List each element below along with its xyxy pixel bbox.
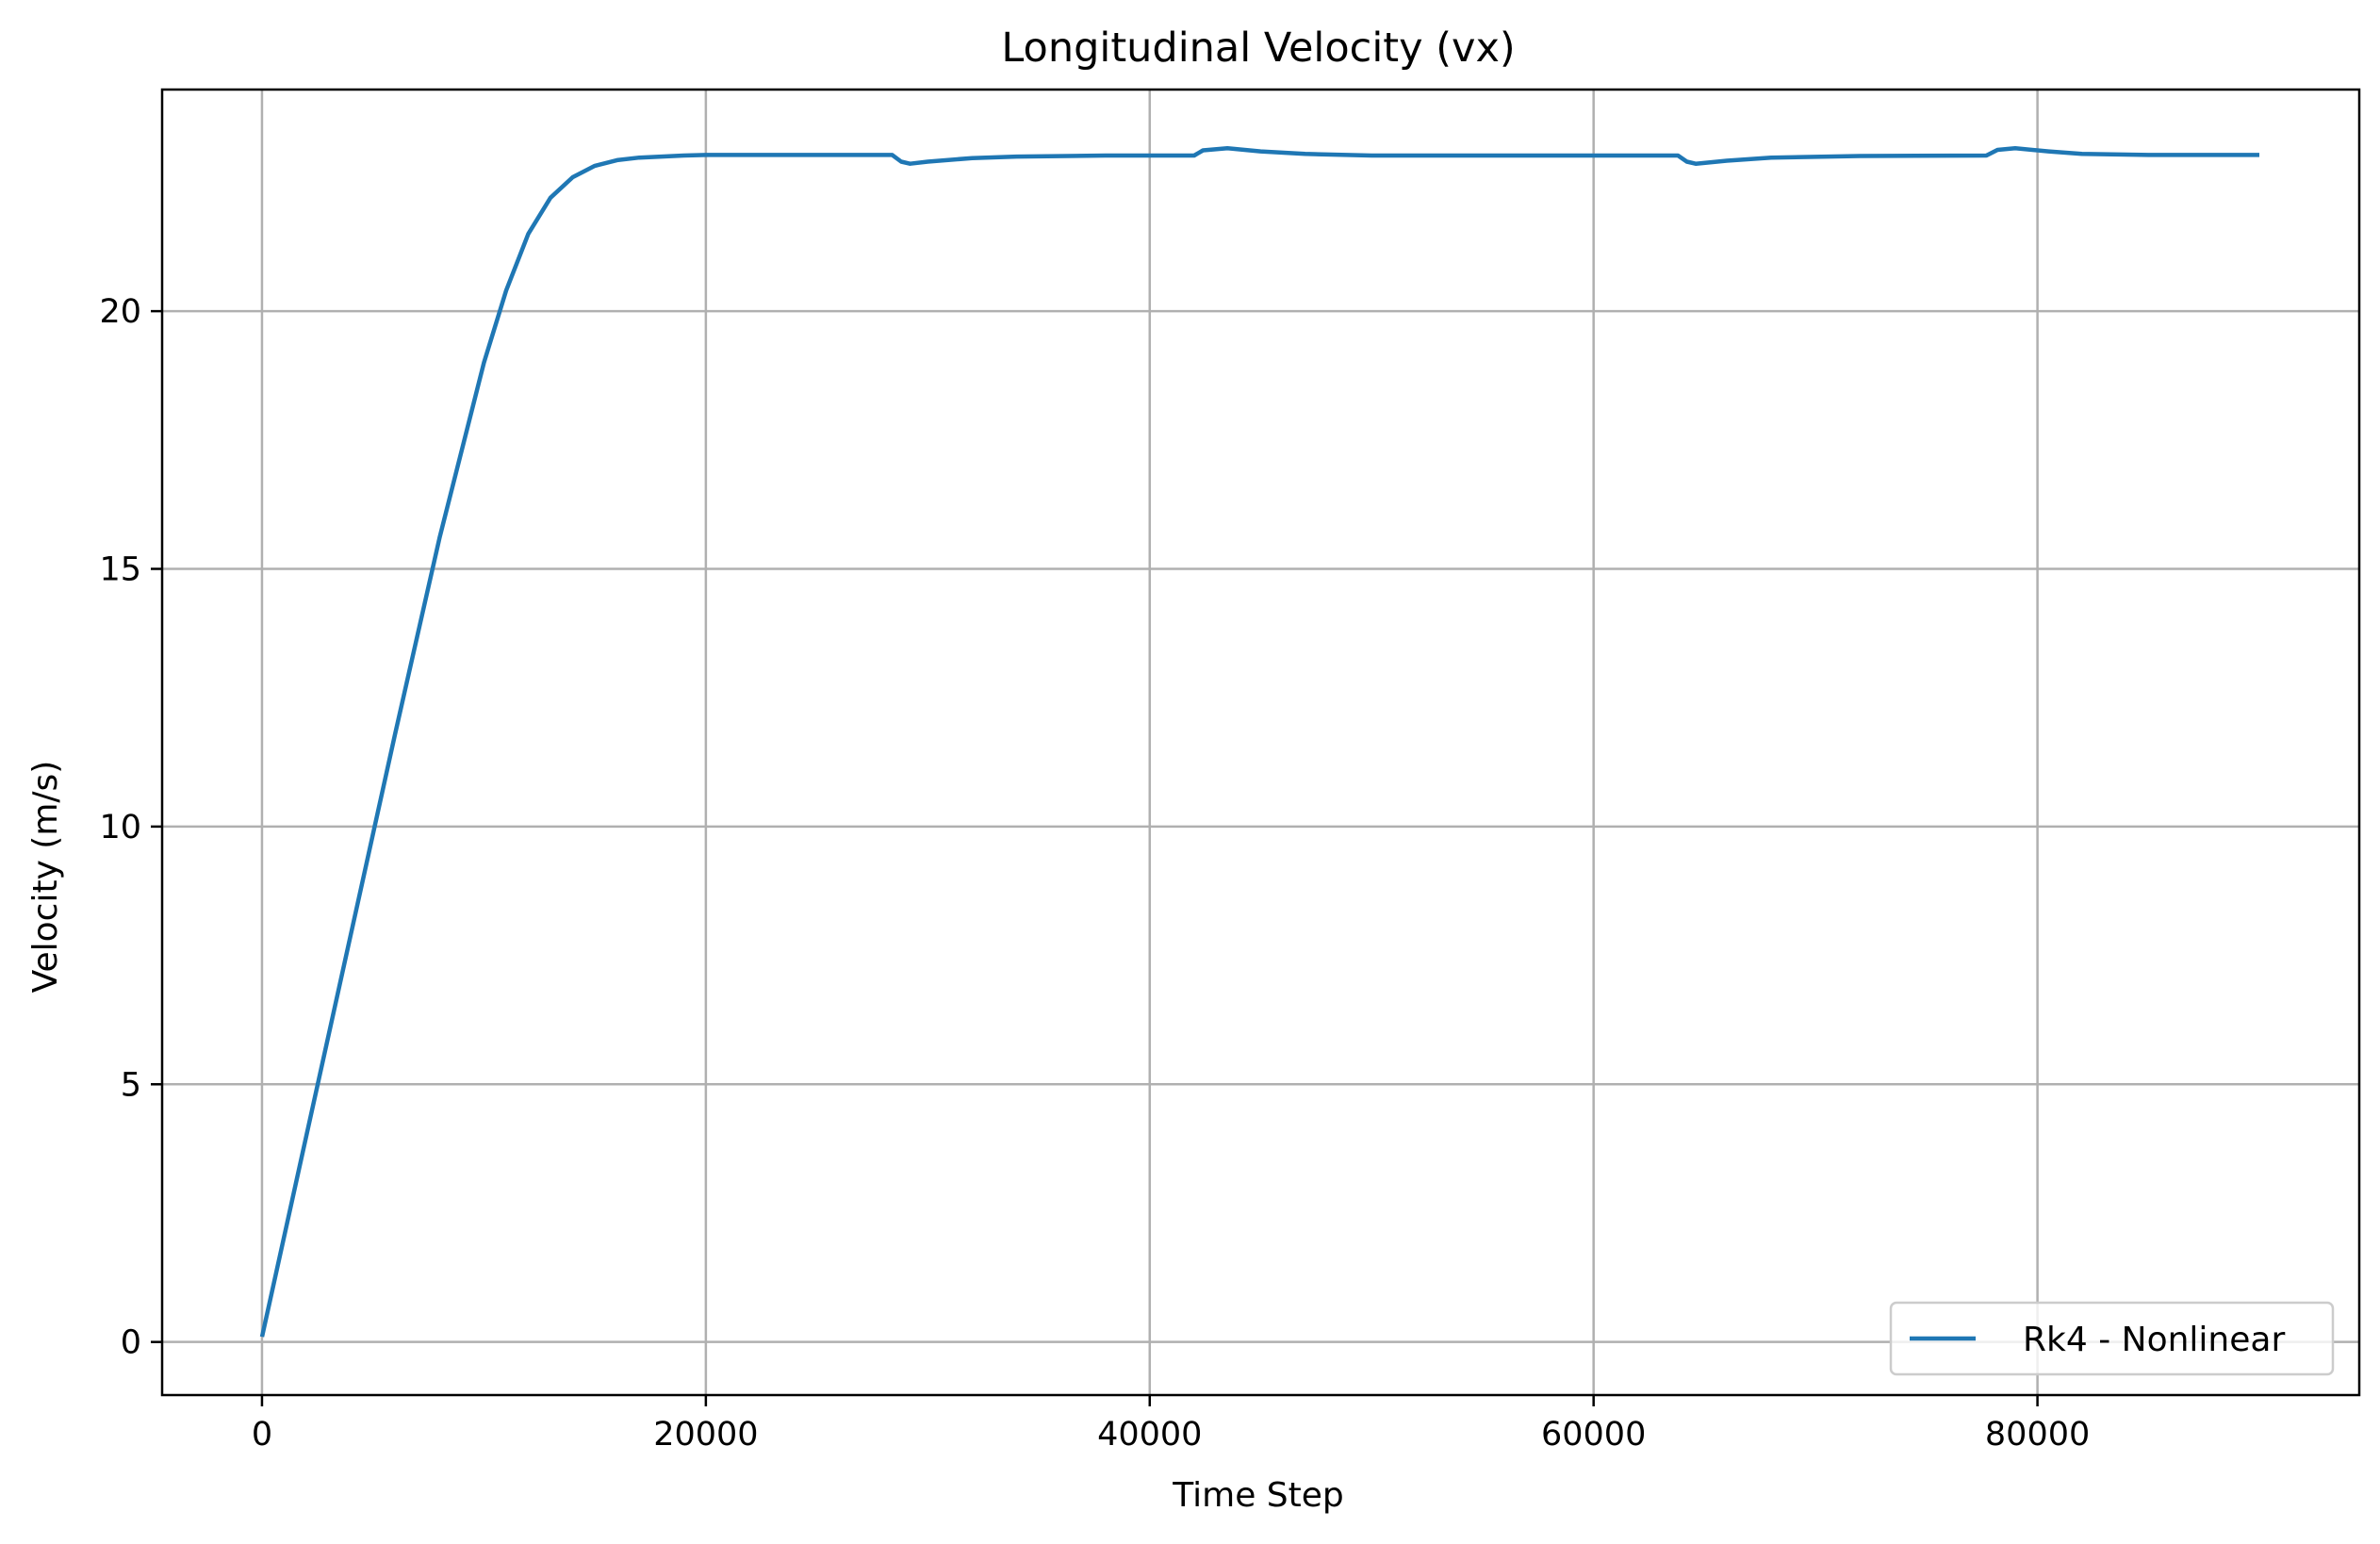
y-tick-label: 15 (99, 551, 141, 589)
y-axis-label: Velocity (m/s) (26, 761, 65, 994)
y-tick-label: 20 (99, 293, 141, 331)
legend-box (1889, 1301, 2335, 1376)
y-tick-label: 0 (121, 1324, 141, 1362)
y-tick-label: 5 (121, 1066, 141, 1104)
legend: Rk4 - Nonlinear (1889, 1301, 2335, 1376)
x-tick-label: 80000 (1985, 1416, 2090, 1454)
series-layer (259, 146, 2259, 1338)
legend-label: Rk4 - Nonlinear (2023, 1321, 2285, 1359)
y-tick-label: 10 (99, 809, 141, 846)
series-line (259, 146, 2259, 1338)
x-axis-label: Time Step (1172, 1476, 1344, 1515)
x-tick-label: 60000 (1541, 1416, 1646, 1454)
chart-title: Longitudinal Velocity (vx) (1001, 25, 1515, 72)
x-tick-label: 0 (252, 1416, 272, 1454)
x-tick-label: 40000 (1097, 1416, 1202, 1454)
x-tick-label: 20000 (653, 1416, 758, 1454)
plot-frame (160, 88, 2361, 1397)
y-axis-ticks: 0 5 10 15 20 (99, 293, 162, 1362)
x-axis-ticks: 0 20000 40000 60000 80000 (252, 1395, 2090, 1454)
grid (162, 90, 2359, 1395)
